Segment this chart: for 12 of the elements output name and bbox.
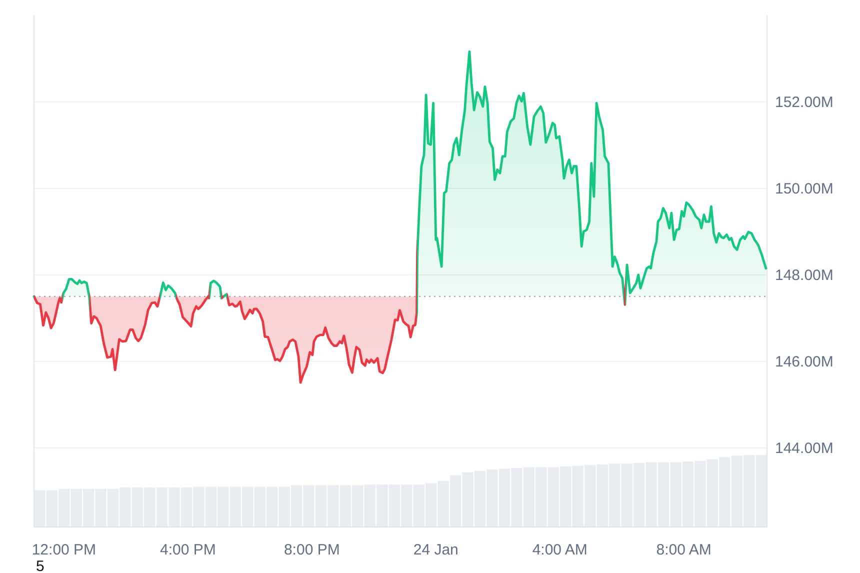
y-tick-label: 146.00M <box>775 354 834 371</box>
x-tick-label: 12:00 PM <box>32 541 96 558</box>
y-tick-label: 144.00M <box>775 440 834 458</box>
x-tick-label: 8:00 PM <box>284 541 340 558</box>
y-tick-label: 148.00M <box>775 267 834 284</box>
x-tick-label: 8:00 AM <box>656 541 712 558</box>
x-tick-label: 24 Jan <box>413 541 458 558</box>
y-tick-label: 150.00M <box>775 180 834 198</box>
y-tick-label: 152.00M <box>775 94 834 112</box>
x-tick-label: 4:00 AM <box>532 541 588 558</box>
text: 5 <box>36 558 44 573</box>
x-tick-label: 4:00 PM <box>160 541 216 558</box>
